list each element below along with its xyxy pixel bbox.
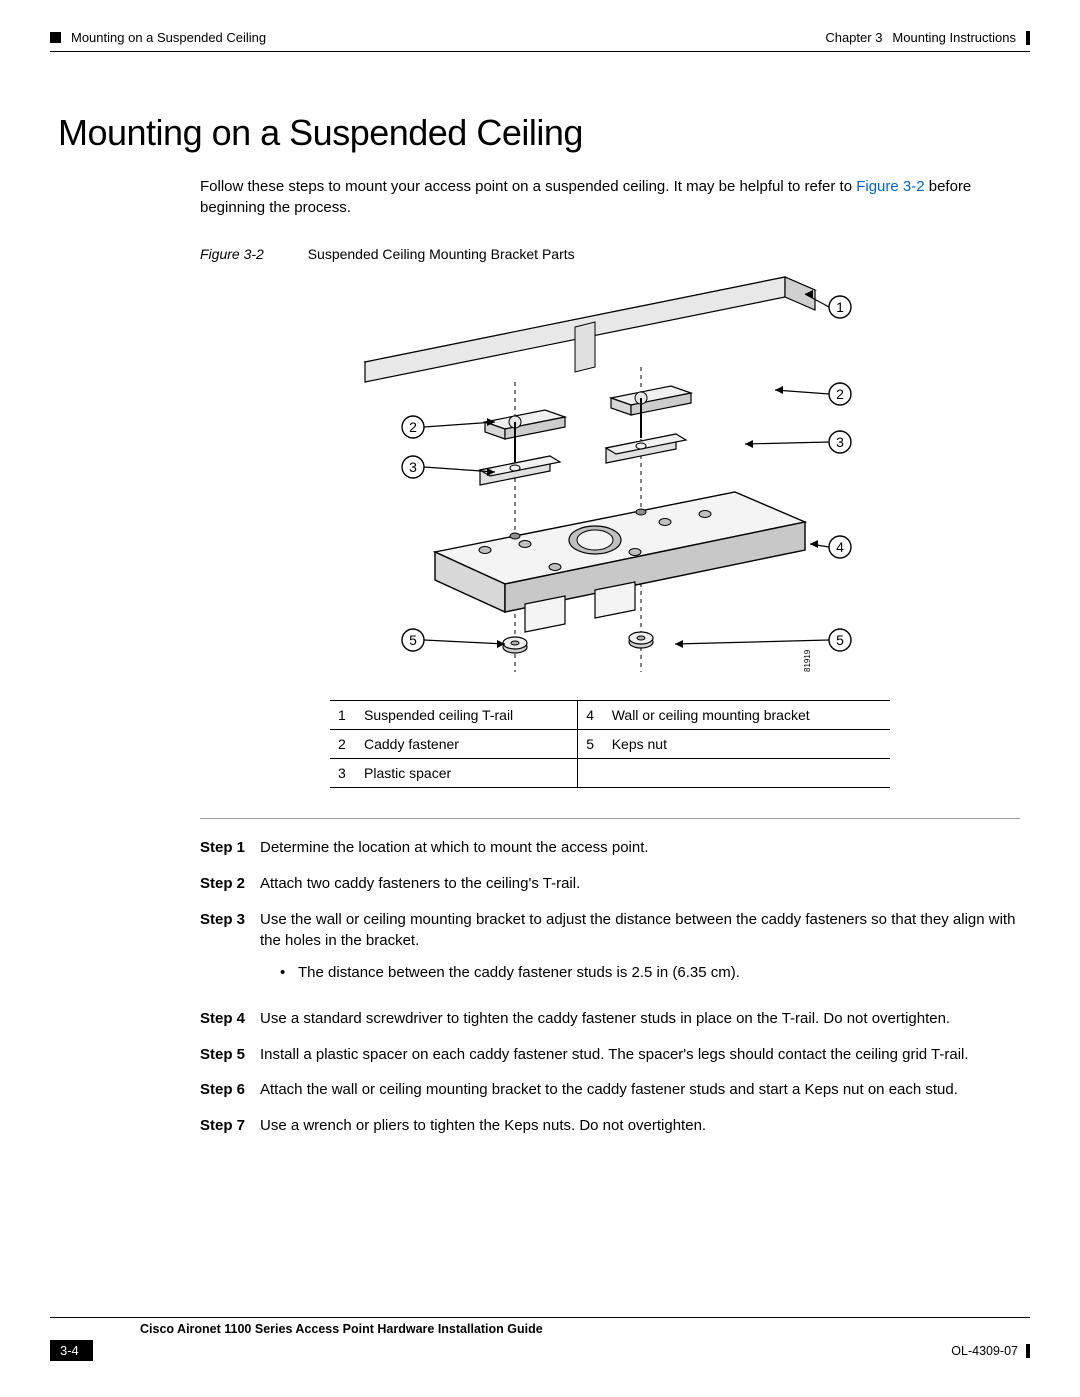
callout-4: 4 — [810, 536, 851, 558]
part-desc: Plastic spacer — [356, 759, 578, 788]
step-row: Step 5Install a plastic spacer on each c… — [200, 1044, 1020, 1066]
table-row: 3Plastic spacer — [330, 759, 890, 788]
header-left: Mounting on a Suspended Ceiling — [50, 30, 266, 45]
mounting-bracket — [435, 492, 805, 632]
step-label: Step 7 — [200, 1115, 260, 1137]
step-text: Attach two caddy fasteners to the ceilin… — [260, 873, 1020, 895]
bullet-text: The distance between the caddy fastener … — [298, 962, 740, 984]
step-row: Step 7Use a wrench or pliers to tighten … — [200, 1115, 1020, 1137]
callout-3: 3 — [745, 431, 851, 453]
step-text: Use the wall or ceiling mounting bracket… — [260, 909, 1020, 994]
part-num: 2 — [330, 730, 356, 759]
step-row: Step 4Use a standard screwdriver to tigh… — [200, 1008, 1020, 1030]
keps-nut-right — [629, 632, 653, 648]
callout-2: 2 — [402, 416, 495, 438]
content-area: Follow these steps to mount your access … — [200, 176, 1020, 1137]
figure-link[interactable]: Figure 3-2 — [856, 178, 924, 195]
part-desc: Caddy fastener — [356, 730, 578, 759]
figure-caption-text: Suspended Ceiling Mounting Bracket Parts — [308, 246, 575, 262]
figure-id: 81919 — [803, 649, 812, 672]
step-label: Step 3 — [200, 909, 260, 994]
step-text: Use a wrench or pliers to tighten the Ke… — [260, 1115, 1020, 1137]
step-row: Step 2Attach two caddy fasteners to the … — [200, 873, 1020, 895]
page-title: Mounting on a Suspended Ceiling — [58, 112, 1030, 154]
part-desc: Wall or ceiling mounting bracket — [604, 701, 890, 730]
steps-rule — [200, 818, 1020, 819]
footer-bar-icon — [1026, 1344, 1030, 1358]
step-text: Attach the wall or ceiling mounting brac… — [260, 1079, 1020, 1101]
keps-nut-left — [503, 637, 527, 653]
figure-diagram: 2 3 5 1 2 3 4 5 81919 — [335, 272, 885, 692]
header-chapter-title: Mounting Instructions — [892, 30, 1016, 45]
step-row: Step 3Use the wall or ceiling mounting b… — [200, 909, 1020, 994]
plastic-spacer-right — [606, 434, 686, 463]
step-label: Step 1 — [200, 837, 260, 859]
svg-text:3: 3 — [409, 459, 417, 475]
part-num: 1 — [330, 701, 356, 730]
figure-diagram-wrap: 2 3 5 1 2 3 4 5 81919 — [200, 272, 1020, 692]
part-desc: Suspended ceiling T-rail — [356, 701, 578, 730]
step-text: Install a plastic spacer on each caddy f… — [260, 1044, 1020, 1066]
step-label: Step 4 — [200, 1008, 260, 1030]
part-num: 3 — [330, 759, 356, 788]
step-text: Use a standard screwdriver to tighten th… — [260, 1008, 1020, 1030]
header-chapter: Chapter 3 — [825, 30, 882, 45]
page-footer: Cisco Aironet 1100 Series Access Point H… — [50, 1317, 1030, 1361]
page-header: Mounting on a Suspended Ceiling Chapter … — [50, 30, 1030, 45]
step-label: Step 2 — [200, 873, 260, 895]
caddy-fastener-left — [485, 410, 565, 462]
step-row: Step 6Attach the wall or ceiling mountin… — [200, 1079, 1020, 1101]
step-label: Step 6 — [200, 1079, 260, 1101]
header-rule — [50, 51, 1030, 52]
svg-text:1: 1 — [836, 299, 844, 315]
svg-text:2: 2 — [836, 386, 844, 402]
steps-list: Step 1Determine the location at which to… — [200, 837, 1020, 1137]
step-text: Determine the location at which to mount… — [260, 837, 1020, 859]
part-num: 4 — [578, 701, 604, 730]
step-bullet: •The distance between the caddy fastener… — [280, 962, 1020, 984]
footer-doc: OL-4309-07 — [951, 1344, 1018, 1358]
header-bar-icon — [1026, 31, 1030, 45]
part-num — [578, 759, 604, 788]
intro-paragraph: Follow these steps to mount your access … — [200, 176, 1020, 218]
figure-caption: Figure 3-2 Suspended Ceiling Mounting Br… — [200, 246, 1020, 262]
header-section: Mounting on a Suspended Ceiling — [71, 30, 266, 45]
table-row: 2Caddy fastener5Keps nut — [330, 730, 890, 759]
part-num: 5 — [578, 730, 604, 759]
callout-2: 2 — [775, 383, 851, 405]
svg-text:5: 5 — [836, 632, 844, 648]
header-right: Chapter 3 Mounting Instructions — [825, 30, 1030, 45]
page-number: 3-4 — [50, 1340, 93, 1361]
t-rail-shape — [365, 277, 815, 382]
svg-text:2: 2 — [409, 419, 417, 435]
callout-5: 5 — [675, 629, 851, 651]
footer-rule — [50, 1317, 1030, 1318]
footer-right: OL-4309-07 — [951, 1344, 1030, 1358]
bullet-icon: • — [280, 962, 298, 984]
svg-text:3: 3 — [836, 434, 844, 450]
caddy-fastener-right — [611, 386, 691, 438]
svg-text:5: 5 — [409, 632, 417, 648]
step-label: Step 5 — [200, 1044, 260, 1066]
figure-label: Figure 3-2 — [200, 246, 264, 262]
footer-guide: Cisco Aironet 1100 Series Access Point H… — [50, 1322, 1030, 1336]
table-row: 1Suspended ceiling T-rail4Wall or ceilin… — [330, 701, 890, 730]
part-desc — [604, 759, 890, 788]
svg-text:4: 4 — [836, 539, 844, 555]
footer-row: 3-4 OL-4309-07 — [50, 1340, 1030, 1361]
callout-5: 5 — [402, 629, 505, 651]
parts-table: 1Suspended ceiling T-rail4Wall or ceilin… — [330, 700, 890, 788]
header-square-icon — [50, 32, 61, 43]
intro-text-1: Follow these steps to mount your access … — [200, 178, 856, 195]
page: Mounting on a Suspended Ceiling Chapter … — [0, 0, 1080, 1397]
part-desc: Keps nut — [604, 730, 890, 759]
step-row: Step 1Determine the location at which to… — [200, 837, 1020, 859]
